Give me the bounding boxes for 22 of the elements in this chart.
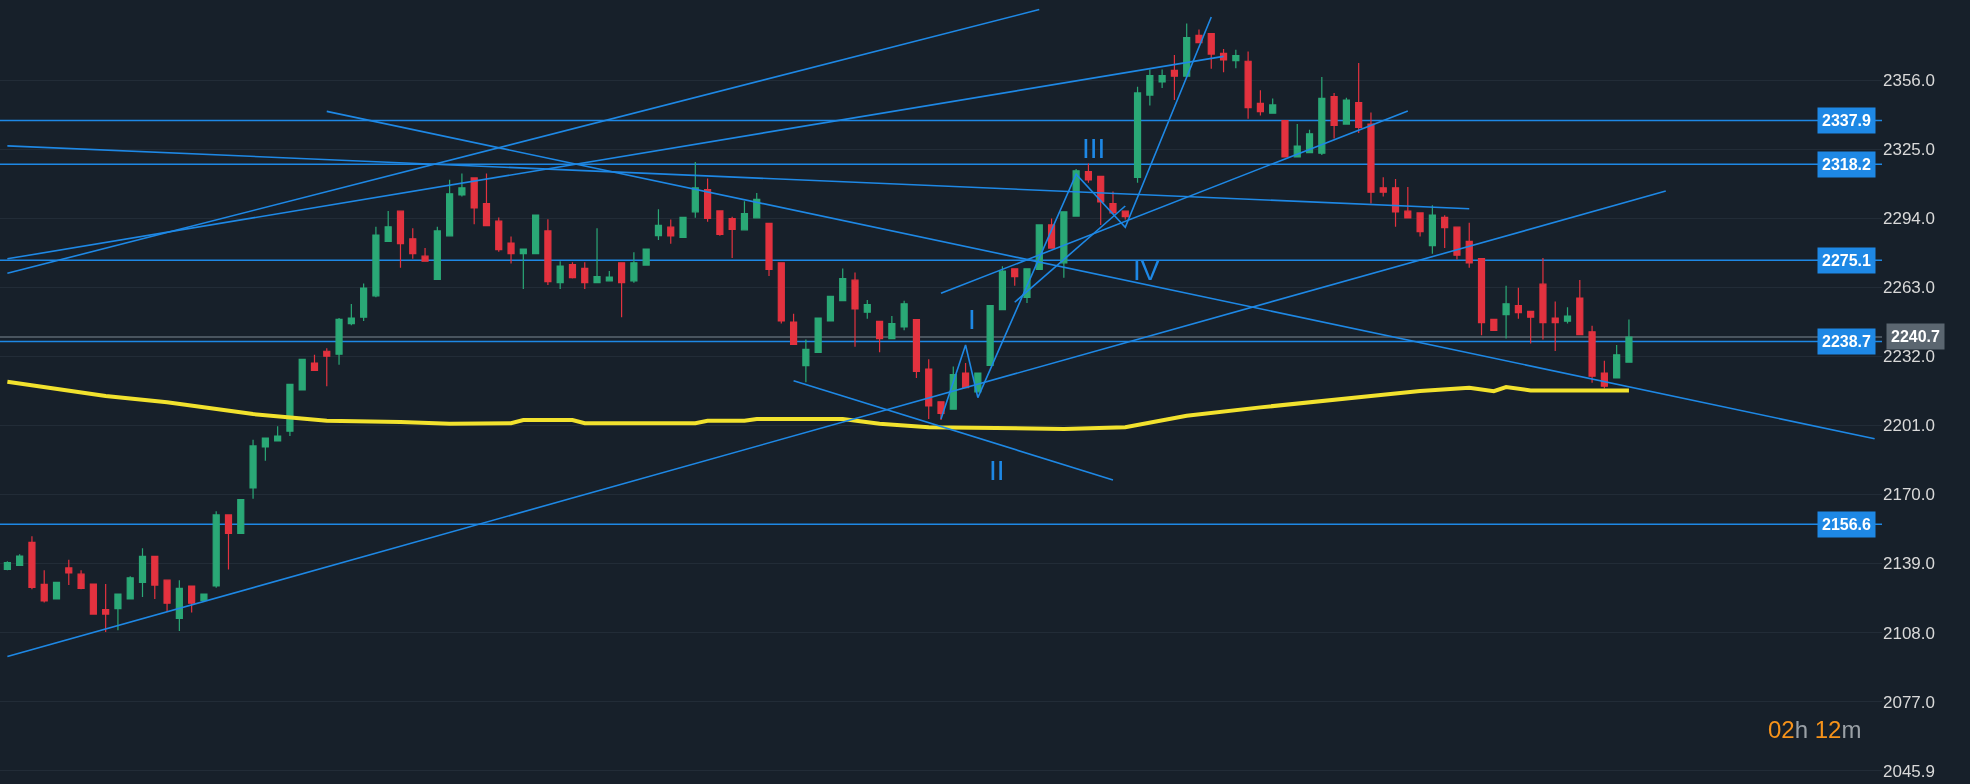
y-tick-label: 2077.0 [1883, 692, 1935, 712]
annotation: III [1082, 133, 1106, 164]
annotation: I [968, 304, 976, 335]
y-tick-label: 2263.0 [1883, 278, 1935, 298]
y-tick-label: 2232.0 [1883, 347, 1935, 367]
annotation: II [989, 455, 1005, 486]
ref-line-label: 2156.6 [1822, 516, 1872, 533]
y-tick-label: 2201.0 [1883, 416, 1935, 436]
y-tick-label: 2170.0 [1883, 485, 1935, 505]
y-tick-label: 2045.9 [1883, 761, 1935, 781]
y-tick-label: 2325.0 [1883, 140, 1935, 160]
y-tick-label: 2108.0 [1883, 623, 1935, 643]
ref-line-label: 2337.9 [1822, 112, 1872, 129]
ref-line-label: 2275.1 [1822, 252, 1872, 269]
y-tick-label: 2294.0 [1883, 209, 1935, 229]
y-tick-label: 2139.0 [1883, 554, 1935, 574]
annotation: IV [1133, 255, 1160, 286]
ref-line-label: 2318.2 [1822, 156, 1872, 173]
ref-line-label: 2238.7 [1822, 333, 1872, 350]
annotation: 02h 12m [1768, 716, 1862, 743]
y-tick-label: 2356.0 [1883, 71, 1935, 91]
ref-line-label: 2240.7 [1891, 328, 1941, 345]
